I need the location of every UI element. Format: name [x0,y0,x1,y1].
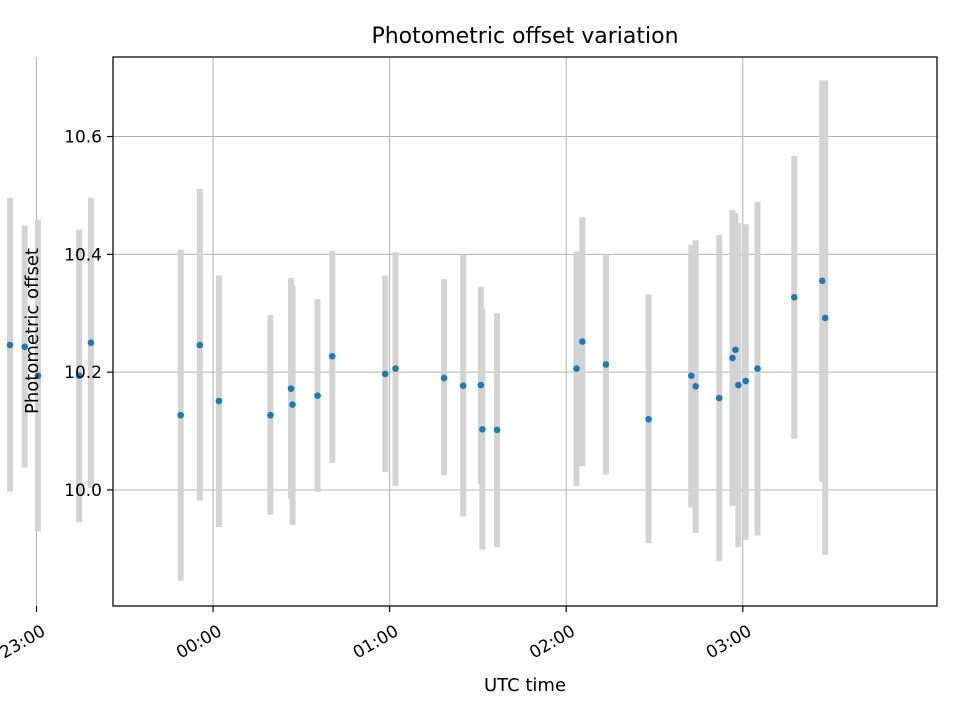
y-ticks: 10.0 10.2 10.4 10.6 [64,128,113,501]
data-point [573,365,580,372]
data-point [742,377,750,385]
data-point [392,365,399,372]
data-point [735,381,742,389]
chart-title: Photometric offset variation [371,24,678,49]
data-point [287,385,295,392]
data-point [75,372,83,379]
data-point [177,411,184,419]
data-point [754,365,761,372]
data-point [328,352,336,360]
data-point [215,397,223,405]
data-point [314,392,321,400]
data-point [729,354,736,362]
data-point [440,374,448,382]
data-point [34,372,42,379]
plot-frame [112,56,938,607]
data-point [493,426,501,434]
data-point [790,294,798,301]
data-point [21,343,29,351]
y-tick-label: 10.6 [64,128,102,148]
data-point [645,415,652,423]
data-point [818,277,826,285]
data-point [579,338,586,345]
data-points [6,277,829,434]
y-tick-label: 10.4 [64,245,102,265]
data-point [6,341,14,349]
y-tick-label: 10.2 [64,363,102,383]
data-point [196,341,204,349]
y-tick-label: 10.0 [64,481,102,501]
grid [35,57,937,606]
data-point [459,382,467,389]
data-point [821,314,829,322]
data-point [479,425,486,433]
data-point [687,372,695,379]
data-point [267,411,274,419]
data-point [715,394,723,402]
x-axis-label: UTC time [484,675,566,696]
data-point [477,381,485,389]
y-axis-label: Photometric offset [22,248,43,414]
data-point [87,339,95,346]
data-point [602,361,610,368]
data-point [289,401,296,408]
data-point [732,346,739,354]
data-point [381,370,389,378]
data-point [692,382,699,390]
